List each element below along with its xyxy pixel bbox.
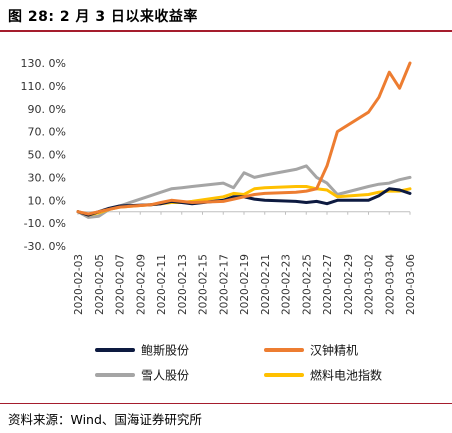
x-tick-label: 2020-03-02 (364, 254, 376, 315)
y-tick-label: 90. 0% (28, 103, 66, 116)
x-tick-label: 2020-03-06 (405, 254, 417, 315)
y-tick-label: 10. 0% (28, 194, 66, 207)
x-tick-label: 2020-02-19 (239, 254, 251, 315)
source-note: 资料来源：Wind、国海证券研究所 (8, 412, 202, 427)
legend-label: 雪人股份 (141, 369, 189, 383)
y-tick-label: -10. 0% (24, 217, 66, 230)
y-tick-label: 30. 0% (28, 171, 66, 184)
y-axis: -30. 0% -10. 0% 10. 0% 30. 0% 50. 0% 70. 0% 90… (21, 57, 66, 253)
x-tick-label: 2020-02-15 (198, 254, 210, 315)
y-tick-label: 70. 0% (28, 126, 66, 139)
x-tick-label: 2020-02-27 (322, 254, 334, 315)
series-line (76, 164, 412, 219)
footer-divider (0, 403, 452, 404)
legend-label: 燃料电池指数 (310, 368, 382, 383)
x-tick-label: 2020-03-04 (384, 254, 396, 315)
x-tick-label: 2020-02-17 (218, 254, 230, 315)
x-tick-label: 2020-02-29 (343, 254, 355, 315)
y-tick-label: 130. 0% (21, 57, 66, 70)
line-chart: -30. 0% -10. 0% 10. 0% 30. 0% 50. 0% 70. 0% 90… (21, 57, 417, 383)
x-tick-label: 2020-02-03 (73, 254, 85, 315)
y-tick-label: -30. 0% (24, 240, 66, 253)
x-tick-label: 2020-02-21 (260, 254, 272, 315)
x-tick-label: 2020-02-05 (94, 254, 106, 315)
x-tick-label: 2020-02-25 (301, 254, 313, 315)
x-tick-label: 2020-02-23 (281, 254, 293, 315)
y-tick-label: 50. 0% (28, 149, 66, 162)
title-divider (0, 30, 452, 32)
legend-label: 汉钟精机 (310, 343, 358, 358)
legend-label: 鲍斯股份 (141, 344, 189, 358)
x-tick-label: 2020-02-11 (156, 254, 168, 315)
x-tick-label: 2020-02-09 (135, 254, 147, 315)
y-tick-label: 110. 0% (21, 80, 66, 93)
series-layer (76, 61, 412, 219)
x-axis: 2020-02-03 2020-02-05 2020-02-07 2020-02-09… (73, 211, 417, 315)
series-line (76, 61, 412, 216)
chart-title: 图 28: 2 月 3 日以来收益率 (8, 9, 198, 25)
x-tick-label: 2020-02-07 (115, 254, 127, 315)
x-tick-label: 2020-02-13 (177, 254, 189, 315)
